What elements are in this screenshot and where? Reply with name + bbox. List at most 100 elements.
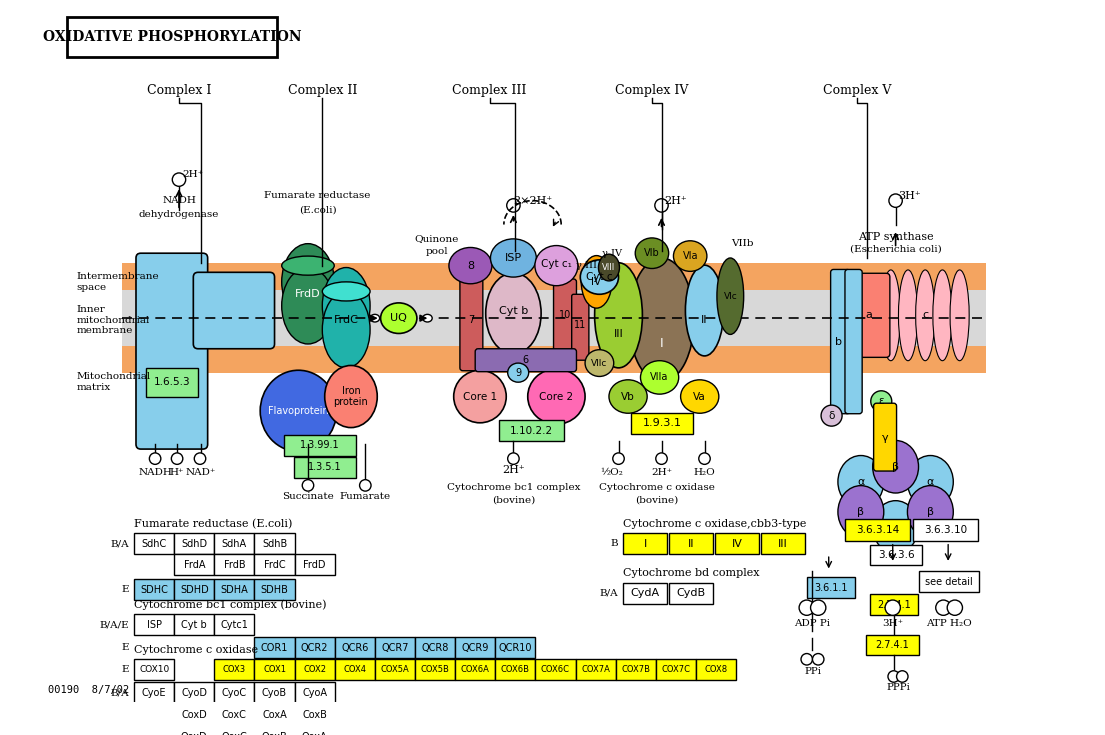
Text: Inner
mitochondrial
membrane: Inner mitochondrial membrane xyxy=(76,305,150,335)
Text: 1.10.2.2: 1.10.2.2 xyxy=(511,426,554,436)
Text: COX5B: COX5B xyxy=(421,665,450,674)
Text: Core 2: Core 2 xyxy=(539,392,573,401)
Text: COX6C: COX6C xyxy=(541,665,570,674)
FancyBboxPatch shape xyxy=(460,279,483,370)
Bar xyxy=(870,545,923,564)
Bar xyxy=(375,659,415,681)
Text: COX6B: COX6B xyxy=(501,665,529,674)
Text: CyoC: CyoC xyxy=(222,688,248,698)
Ellipse shape xyxy=(323,282,370,301)
Circle shape xyxy=(359,480,371,491)
Text: Cytochrome bd complex: Cytochrome bd complex xyxy=(623,568,760,578)
Text: PPPi: PPPi xyxy=(886,684,911,692)
Ellipse shape xyxy=(323,291,370,368)
Bar xyxy=(134,533,175,554)
Text: SDHA: SDHA xyxy=(221,584,249,595)
Text: 1.3.99.1: 1.3.99.1 xyxy=(301,440,339,451)
Text: VIa: VIa xyxy=(683,251,698,261)
Bar xyxy=(134,579,175,600)
Text: Cytochrome c oxidase: Cytochrome c oxidase xyxy=(134,645,259,655)
Bar xyxy=(295,554,335,576)
Text: B/A: B/A xyxy=(110,539,129,548)
Text: II: II xyxy=(702,315,708,325)
Bar xyxy=(175,704,214,725)
Bar xyxy=(214,682,254,703)
Ellipse shape xyxy=(454,370,506,423)
Bar xyxy=(845,519,909,541)
Circle shape xyxy=(149,453,161,465)
Text: FrdA: FrdA xyxy=(183,559,206,570)
Text: Cytochrome bc1 complex (bovine): Cytochrome bc1 complex (bovine) xyxy=(134,600,327,610)
Text: Fumarate reductase (E.coli): Fumarate reductase (E.coli) xyxy=(134,518,293,528)
Text: Complex II: Complex II xyxy=(287,85,357,97)
Text: β: β xyxy=(857,507,864,517)
Text: COR1: COR1 xyxy=(261,643,288,653)
Bar xyxy=(175,726,214,735)
Bar xyxy=(214,579,254,600)
Text: 8: 8 xyxy=(466,261,474,270)
Text: SdhC: SdhC xyxy=(141,539,167,548)
Text: Vb: Vb xyxy=(621,392,635,401)
Bar xyxy=(122,262,987,373)
Text: 00190  8/7/02: 00190 8/7/02 xyxy=(49,685,129,695)
Bar xyxy=(214,659,254,681)
Bar xyxy=(214,614,254,635)
Bar xyxy=(499,420,564,442)
Text: b: b xyxy=(834,337,842,347)
Bar xyxy=(415,659,455,681)
Text: COX7A: COX7A xyxy=(581,665,610,674)
Ellipse shape xyxy=(916,270,935,361)
Ellipse shape xyxy=(635,238,669,268)
Text: B/A/E: B/A/E xyxy=(99,620,129,629)
Bar xyxy=(175,533,214,554)
Ellipse shape xyxy=(873,501,918,553)
Circle shape xyxy=(507,453,519,465)
Text: Fumarate: Fumarate xyxy=(339,492,391,501)
Text: 2H⁺: 2H⁺ xyxy=(182,171,204,179)
Text: COX6A: COX6A xyxy=(461,665,490,674)
Bar xyxy=(122,262,987,290)
Text: CyoA: CyoA xyxy=(302,688,327,698)
Circle shape xyxy=(655,198,669,212)
Ellipse shape xyxy=(580,260,619,294)
Bar xyxy=(67,17,277,57)
Text: ISP: ISP xyxy=(505,253,522,263)
Ellipse shape xyxy=(950,270,969,361)
Text: ATP synthase: ATP synthase xyxy=(857,232,934,242)
Text: FrdC: FrdC xyxy=(264,559,285,570)
Bar xyxy=(214,533,254,554)
Text: CydA: CydA xyxy=(631,588,660,598)
Text: 6: 6 xyxy=(523,355,529,365)
Ellipse shape xyxy=(594,262,642,368)
Bar xyxy=(335,637,375,659)
Ellipse shape xyxy=(907,456,954,508)
Text: PPi: PPi xyxy=(804,667,821,676)
Bar xyxy=(254,682,295,703)
Text: ε: ε xyxy=(878,396,884,406)
Text: SDHB: SDHB xyxy=(261,584,288,595)
Ellipse shape xyxy=(838,456,884,508)
Bar xyxy=(254,704,295,725)
Ellipse shape xyxy=(609,380,648,413)
Text: Cytochrome c oxidase,cbb3-type: Cytochrome c oxidase,cbb3-type xyxy=(623,519,807,528)
Ellipse shape xyxy=(599,254,620,281)
Ellipse shape xyxy=(260,370,337,451)
Circle shape xyxy=(947,600,962,615)
Text: α: α xyxy=(892,522,899,532)
Bar xyxy=(295,682,335,703)
Ellipse shape xyxy=(685,265,724,356)
Bar xyxy=(670,583,713,604)
Text: Core 1: Core 1 xyxy=(463,392,497,401)
Circle shape xyxy=(507,198,520,212)
Bar xyxy=(134,682,175,703)
Text: γ: γ xyxy=(882,433,888,442)
Text: IV: IV xyxy=(732,539,743,548)
Text: COX10: COX10 xyxy=(139,665,169,674)
Bar xyxy=(807,577,854,598)
Circle shape xyxy=(194,453,206,465)
Bar xyxy=(415,637,455,659)
Text: CyoD: CyoD xyxy=(181,688,208,698)
Text: pool: pool xyxy=(425,247,449,256)
Text: E: E xyxy=(122,665,129,674)
Bar xyxy=(294,456,356,478)
